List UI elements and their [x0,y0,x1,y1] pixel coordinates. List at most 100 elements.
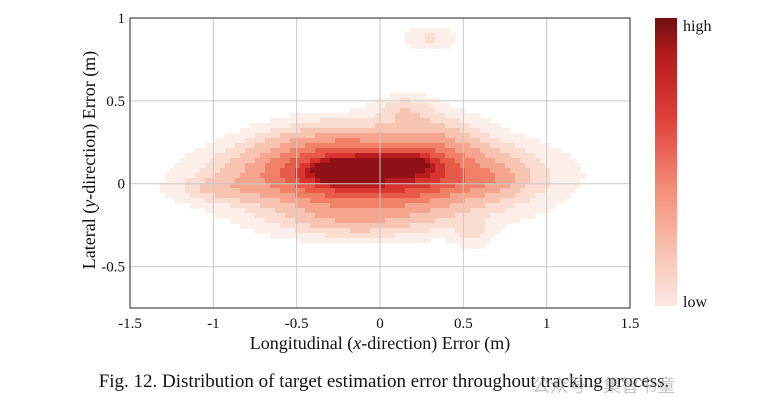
heatmap-cell [375,123,381,129]
heatmap-cell [280,118,286,124]
heatmap-cell [370,168,376,174]
heatmap-cell [255,193,261,199]
heatmap-cell [435,113,441,119]
heatmap-cell [350,188,356,194]
heatmap-cell [345,158,351,164]
heatmap-cell [260,203,266,209]
heatmap-cell [440,198,446,204]
heatmap-cell [420,153,426,159]
heatmap-cell [320,158,326,164]
heatmap-cell [235,198,241,204]
heatmap-cell [180,173,186,179]
heatmap-cell [385,133,391,139]
heatmap-cell [555,183,561,189]
heatmap-cell [400,158,406,164]
heatmap-cell [280,193,286,199]
heatmap-cell [285,178,291,184]
heatmap-cell [420,143,426,149]
heatmap-cell [500,148,506,154]
heatmap-cell [480,168,486,174]
heatmap-cell [445,223,451,229]
heatmap-cell [525,213,531,219]
heatmap-cell [455,163,461,169]
heatmap-cell [480,153,486,159]
heatmap-cell [370,198,376,204]
heatmap-cell [370,128,376,134]
heatmap-cell [465,203,471,209]
heatmap-cell [420,158,426,164]
heatmap-cell [280,128,286,134]
heatmap-cell [225,148,231,154]
heatmap-cell [235,218,241,224]
heatmap-cell [450,203,456,209]
heatmap-cell [345,188,351,194]
heatmap-cell [300,203,306,209]
heatmap-cell [295,168,301,174]
heatmap-cell [205,193,211,199]
heatmap-cell [330,123,336,129]
heatmap-cell [280,208,286,214]
heatmap-cell [470,233,476,239]
colorbar-high-label: high [683,18,711,35]
heatmap-cell [440,118,446,124]
heatmap-cell [245,133,251,139]
heatmap-cell [335,178,341,184]
heatmap-cell [320,153,326,159]
heatmap-cell [480,118,486,124]
heatmap-cell [300,143,306,149]
heatmap-cell [285,148,291,154]
heatmap-cell [400,198,406,204]
heatmap-cell [390,148,396,154]
heatmap-cell [480,238,486,244]
heatmap-cell [220,153,226,159]
heatmap-cell [275,203,281,209]
heatmap-cell [265,193,271,199]
heatmap-cell [425,28,431,34]
heatmap-cell [455,188,461,194]
heatmap-cell [330,213,336,219]
heatmap-cell [405,238,411,244]
heatmap-cell [430,178,436,184]
heatmap-cell [365,208,371,214]
heatmap-cell [320,218,326,224]
heatmap-cell [310,238,316,244]
heatmap-cell [390,113,396,119]
heatmap-cell [535,203,541,209]
heatmap-cell [465,223,471,229]
heatmap-cell [405,188,411,194]
heatmap-cell [565,153,571,159]
heatmap-cell [185,198,191,204]
heatmap-cell [390,193,396,199]
heatmap-cell [440,113,446,119]
heatmap-cell [485,193,491,199]
heatmap-cell [465,113,471,119]
heatmap-cell [570,188,576,194]
heatmap-cell [380,213,386,219]
heatmap-cell [435,203,441,209]
heatmap-cell [490,128,496,134]
heatmap-cell [535,148,541,154]
heatmap-cell [350,163,356,169]
heatmap-cell [480,243,486,249]
heatmap-cell [460,208,466,214]
heatmap-cell [275,218,281,224]
heatmap-cell [290,183,296,189]
heatmap-cell [310,198,316,204]
heatmap-cell [265,168,271,174]
heatmap-cell [410,133,416,139]
heatmap-cell [475,223,481,229]
heatmap-cell [320,223,326,229]
heatmap-cell [355,228,361,234]
heatmap-cell [360,168,366,174]
heatmap-cell [270,233,276,239]
heatmap-cell [200,158,206,164]
heatmap-cell [265,198,271,204]
heatmap-cell [540,168,546,174]
heatmap-cell [410,188,416,194]
heatmap-cell [245,213,251,219]
heatmap-cell [225,138,231,144]
heatmap-cell [320,168,326,174]
heatmap-cell [480,128,486,134]
heatmap-cell [430,123,436,129]
heatmap-cell [375,178,381,184]
